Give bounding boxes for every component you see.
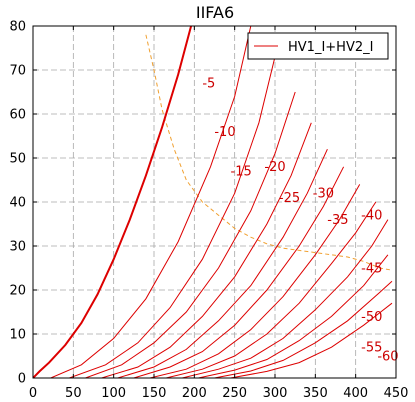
- curve-label: -45: [361, 261, 382, 276]
- y-tick-label: 50: [9, 152, 26, 167]
- curve-label: -30: [313, 187, 334, 202]
- curve-label: -50: [361, 310, 382, 325]
- grid: [33, 26, 396, 378]
- curve-labels: -5 -10 -15 -20 -25 -30 -35 -40 -45 -50 -55-60: [202, 77, 398, 365]
- curve-grid-voltage: [149, 184, 361, 378]
- legend: HV1_I+HV2_I: [247, 32, 389, 60]
- curve-grid-voltage: [85, 91, 296, 378]
- curve-grid-voltage: [198, 254, 389, 378]
- curve-label: -55: [361, 341, 382, 356]
- curve-label: -15: [231, 165, 252, 180]
- curve-grid-voltage: [230, 302, 393, 378]
- x-tick-label: 0: [29, 386, 37, 401]
- curve-label: -25: [279, 191, 300, 206]
- y-tick-label: 20: [9, 284, 26, 299]
- curve-grid-voltage: [33, 26, 193, 378]
- y-tick-label: 40: [9, 196, 26, 211]
- chart-title: IIFA6: [196, 3, 234, 22]
- x-tick-label: 200: [182, 386, 207, 401]
- x-tick-label: 450: [384, 386, 409, 401]
- curve-grid-voltage: [165, 201, 377, 378]
- x-tick-label: 250: [222, 386, 247, 401]
- curve-label: -10: [214, 125, 235, 140]
- curve-label: -35: [327, 213, 348, 228]
- curve-label: -40: [361, 209, 382, 224]
- curve-label: -20: [264, 160, 285, 175]
- y-tick-label: 0: [18, 372, 26, 387]
- curve-grid-voltage: [133, 166, 345, 378]
- x-tick-label: 150: [142, 386, 167, 401]
- y-tick-label: 30: [9, 240, 26, 255]
- curve-grid-voltage: [50, 26, 252, 378]
- x-tick-label: 400: [343, 386, 368, 401]
- curve-label: -60: [377, 349, 398, 364]
- plot-curves: [33, 26, 393, 378]
- y-tick-label: 80: [9, 20, 26, 35]
- legend-label: HV1_I+HV2_I: [288, 40, 373, 55]
- y-tick-label: 10: [9, 328, 26, 343]
- curve-grid-voltage: [117, 148, 328, 378]
- axis-ticks: 0 50 100 150 200 250 300 350 400 450 0 10 20 30 40 50 60…: [9, 20, 408, 402]
- x-tick-label: 100: [101, 386, 126, 401]
- dissipation-curve: [145, 34, 393, 271]
- x-tick-label: 300: [263, 386, 288, 401]
- y-tick-label: 60: [9, 108, 26, 123]
- curve-label: -5: [202, 77, 215, 92]
- x-tick-label: 50: [65, 386, 82, 401]
- curve-grid-voltage: [214, 280, 393, 378]
- curve-grid-voltage: [69, 56, 276, 378]
- curve-grid-voltage: [182, 219, 389, 378]
- curve-grid-voltage: [101, 122, 312, 378]
- y-tick-label: 70: [9, 64, 26, 79]
- x-tick-label: 350: [303, 386, 328, 401]
